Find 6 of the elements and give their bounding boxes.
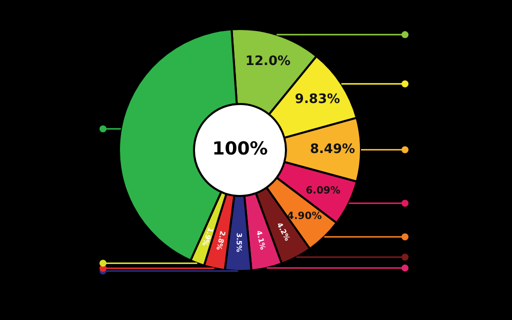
data-label: 9.83%: [294, 92, 340, 107]
data-label: 12.0%: [245, 54, 291, 70]
data-label: 6.09%: [306, 185, 340, 196]
data-label: 8.49%: [310, 142, 356, 158]
text: 100%: [212, 138, 268, 160]
data-label: 4.90%: [287, 211, 322, 222]
